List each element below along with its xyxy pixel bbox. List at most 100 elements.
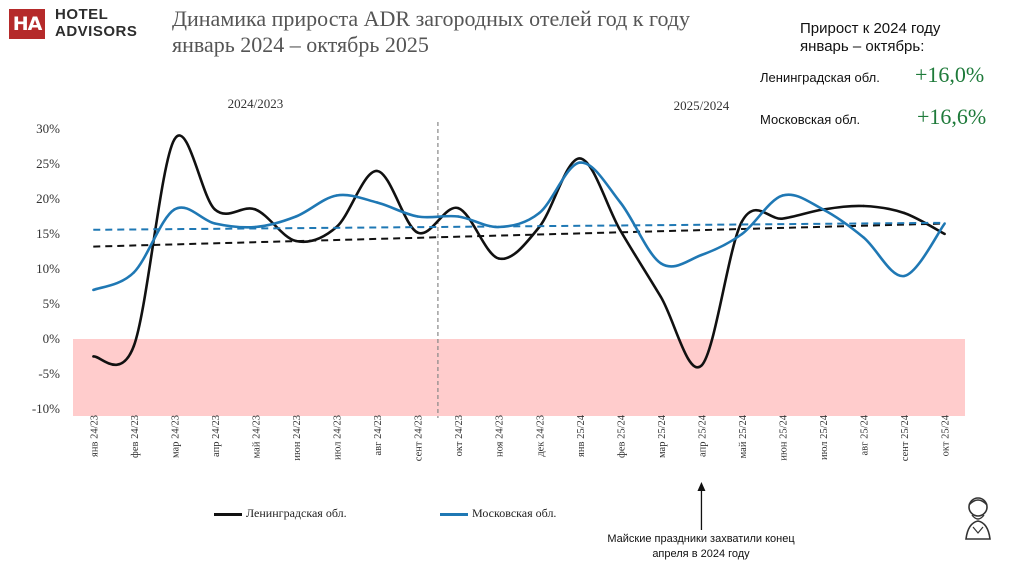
x-tick-label: июл 25/24 xyxy=(819,414,830,460)
x-tick-label: фев 25/24 xyxy=(616,414,627,458)
summary-heading-line2: январь – октябрь: xyxy=(800,38,925,55)
legend-swatch-moscow xyxy=(440,513,468,516)
data-point-moscow xyxy=(619,201,622,204)
data-point-leningrad xyxy=(497,257,500,260)
data-point-leningrad xyxy=(294,239,298,243)
y-tick-label: 25% xyxy=(36,156,60,171)
data-point-leningrad xyxy=(456,206,460,210)
series-line-moscow xyxy=(92,161,946,292)
period-label-2025: 2025/2024 xyxy=(674,98,730,113)
y-tick-label: -5% xyxy=(38,366,60,381)
negative-zone xyxy=(73,339,965,416)
x-tick-label: апр 25/24 xyxy=(697,414,708,457)
data-point-moscow xyxy=(862,236,865,239)
data-point-leningrad xyxy=(578,157,582,160)
x-tick-label: авг 24/23 xyxy=(373,415,384,455)
brand-logo-mark: HA xyxy=(9,9,45,39)
legend-label-moscow: Московская обл. xyxy=(472,506,557,520)
x-tick-label: янв 25/24 xyxy=(576,414,587,457)
data-point-leningrad xyxy=(375,169,379,173)
summary-heading: Прирост к 2024 году январь – октябрь: xyxy=(800,20,940,56)
trend-line-leningrad xyxy=(93,222,945,248)
page-title: Динамика прироста ADR загородных отелей … xyxy=(172,6,690,58)
y-tick-label: 15% xyxy=(36,226,60,241)
data-point-moscow xyxy=(821,208,825,211)
data-point-moscow xyxy=(173,208,176,211)
summary-heading-line1: Прирост к 2024 году xyxy=(800,20,941,37)
data-point-moscow xyxy=(943,222,946,225)
brand-name-line2: ADVISORS xyxy=(55,23,138,40)
data-point-leningrad xyxy=(700,364,703,367)
x-tick-label: авг 25/24 xyxy=(860,414,871,455)
bust-icon xyxy=(965,497,991,540)
annotation-line1: Майские праздники захватили конец xyxy=(607,533,795,545)
data-point-leningrad xyxy=(740,220,744,223)
y-tick-label: 0% xyxy=(43,331,61,346)
data-point-moscow xyxy=(456,215,460,218)
x-tick-label: окт 25/24 xyxy=(941,414,952,456)
data-point-moscow xyxy=(578,161,582,164)
summary-row-moscow-label: Московская обл. xyxy=(760,112,861,127)
annotation-line2: апреля в 2024 году xyxy=(652,548,750,560)
brand-name-line1: HOTEL xyxy=(55,6,109,23)
data-point-moscow xyxy=(497,225,500,229)
data-point-moscow xyxy=(781,194,784,197)
data-point-leningrad xyxy=(943,232,946,236)
x-tick-label: дек 24/23 xyxy=(535,415,546,457)
trend-line-moscow xyxy=(93,221,945,231)
summary-row-moscow-value: +16,6% xyxy=(917,104,987,129)
data-point-leningrad xyxy=(416,231,419,234)
data-point-leningrad xyxy=(92,355,95,358)
summary-row-leningrad-value: +16,0% xyxy=(915,62,985,87)
data-point-moscow xyxy=(902,274,906,278)
annotation-arrow-head xyxy=(697,482,706,491)
y-tick-label: -10% xyxy=(32,401,60,416)
data-point-moscow xyxy=(294,215,298,218)
data-point-leningrad xyxy=(619,229,622,232)
x-tick-label: май 24/23 xyxy=(251,415,262,458)
series-line-leningrad xyxy=(92,134,946,369)
data-point-moscow xyxy=(740,232,744,236)
data-point-moscow xyxy=(335,194,338,197)
data-point-moscow xyxy=(254,225,257,229)
data-point-leningrad xyxy=(781,217,784,220)
data-point-moscow xyxy=(700,253,703,257)
legend-swatch-leningrad xyxy=(214,513,242,516)
data-point-leningrad xyxy=(862,204,865,208)
x-tick-label: фев 24/23 xyxy=(130,415,141,458)
data-point-moscow xyxy=(132,271,136,274)
x-tick-label: мар 24/23 xyxy=(170,415,181,458)
period-label-2024: 2024/2023 xyxy=(228,96,284,111)
data-point-leningrad xyxy=(254,208,257,211)
y-tick-label: 5% xyxy=(43,296,61,311)
y-tick-label: 10% xyxy=(36,261,60,276)
legend-label-leningrad: Ленинградская обл. xyxy=(246,506,347,520)
x-tick-label: мар 25/24 xyxy=(657,414,668,458)
x-tick-label: янв 24/23 xyxy=(89,415,100,457)
brand-name: HOTEL ADVISORS xyxy=(55,6,137,40)
data-point-moscow xyxy=(538,211,541,215)
data-point-moscow xyxy=(659,262,663,265)
data-point-leningrad xyxy=(213,208,217,211)
title-line1: Динамика прироста ADR загородных отелей … xyxy=(172,6,690,31)
x-tick-label: май 25/24 xyxy=(738,414,749,458)
data-point-leningrad xyxy=(659,295,663,299)
title-line2: январь 2024 – октябрь 2025 xyxy=(172,32,429,57)
x-tick-label: июл 24/23 xyxy=(333,415,344,460)
y-tick-label: 30% xyxy=(36,121,60,136)
x-tick-label: июн 24/23 xyxy=(292,415,303,461)
data-point-leningrad xyxy=(173,138,176,141)
x-tick-label: ноя 24/23 xyxy=(495,415,506,457)
data-point-moscow xyxy=(92,288,95,292)
summary-row-leningrad-label: Ленинградская обл. xyxy=(760,70,880,85)
x-tick-label: апр 24/23 xyxy=(211,415,222,457)
x-tick-label: сент 25/24 xyxy=(900,414,911,461)
y-tick-label: 20% xyxy=(36,191,60,206)
x-tick-label: июн 25/24 xyxy=(779,414,790,460)
data-point-leningrad xyxy=(902,211,906,215)
data-point-moscow xyxy=(213,222,217,225)
x-tick-label: сент 24/23 xyxy=(414,415,425,461)
data-point-leningrad xyxy=(132,344,136,348)
data-point-moscow xyxy=(416,215,419,218)
